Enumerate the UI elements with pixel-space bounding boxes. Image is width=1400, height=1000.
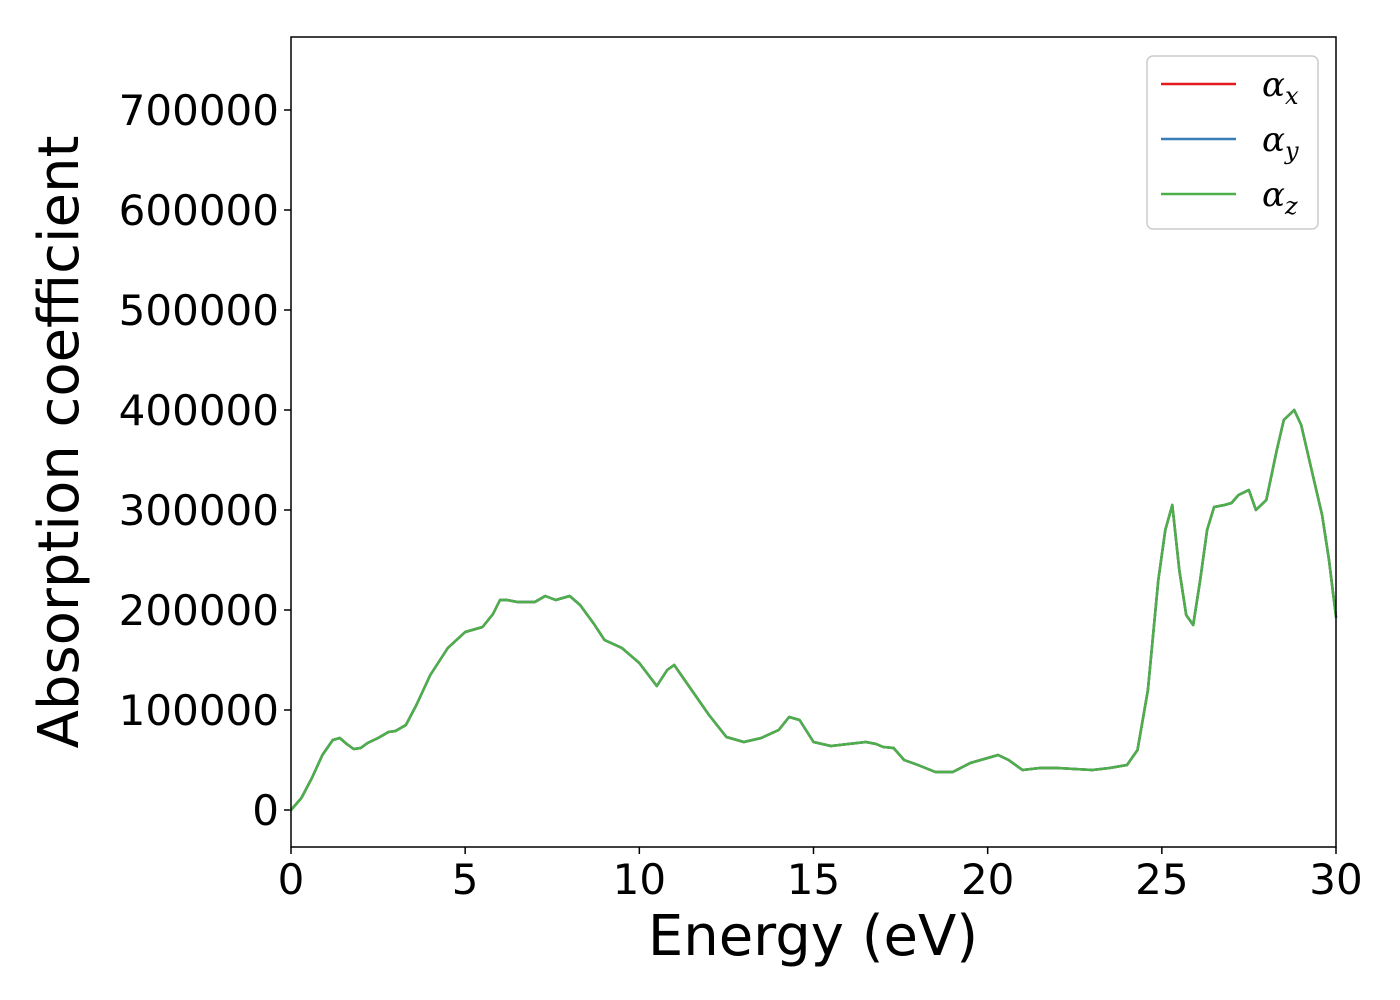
series-line-x	[289, 408, 1338, 812]
plot-frame	[290, 36, 1337, 848]
y-tick-label: 200000	[119, 586, 279, 635]
legend-box	[1146, 55, 1319, 230]
legend-label-z: αz	[1262, 175, 1298, 220]
ticks-layer: 0 5 10 15 20 25 30 0 100000 200000 300000 400000 500…	[119, 86, 1363, 904]
y-tick-label: 700000	[119, 86, 279, 135]
lines-layer	[289, 408, 1338, 812]
y-tick-label: 100000	[119, 686, 279, 735]
x-tick-label: 5	[452, 855, 479, 904]
x-tick-label: 30	[1309, 855, 1362, 904]
y-tick-label: 500000	[119, 286, 279, 335]
legend-label-x: αx	[1262, 65, 1299, 110]
legend: αx αy αz	[1146, 55, 1319, 230]
x-tick-label: 15	[787, 855, 840, 904]
x-tick-label: 0	[278, 855, 305, 904]
legend-items: αx αy αz	[1161, 65, 1299, 220]
y-axis-label: Absorption coefficient	[27, 136, 92, 749]
y-tick-label: 600000	[119, 186, 279, 235]
y-tick-label: 300000	[119, 486, 279, 535]
y-tick-label: 400000	[119, 386, 279, 435]
y-tick-label: 0	[252, 786, 279, 835]
x-tick-label: 25	[1135, 855, 1188, 904]
legend-label-y: αy	[1262, 120, 1299, 165]
x-tick-label: 20	[961, 855, 1014, 904]
x-axis-label: Energy (eV)	[648, 904, 978, 969]
series-line-y	[289, 408, 1338, 812]
x-tick-label: 10	[613, 855, 666, 904]
series-line-z	[289, 408, 1338, 812]
